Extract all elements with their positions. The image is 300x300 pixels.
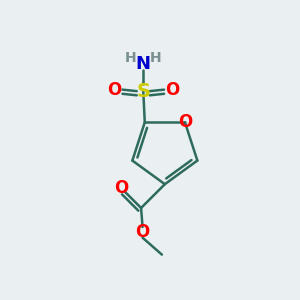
Text: H: H xyxy=(150,51,162,65)
Text: H: H xyxy=(125,51,136,65)
Text: O: O xyxy=(114,179,128,197)
Text: N: N xyxy=(136,56,151,74)
Text: O: O xyxy=(107,81,121,99)
Text: O: O xyxy=(178,113,192,131)
Text: O: O xyxy=(135,223,150,241)
Text: O: O xyxy=(165,81,179,99)
Text: S: S xyxy=(136,82,150,100)
